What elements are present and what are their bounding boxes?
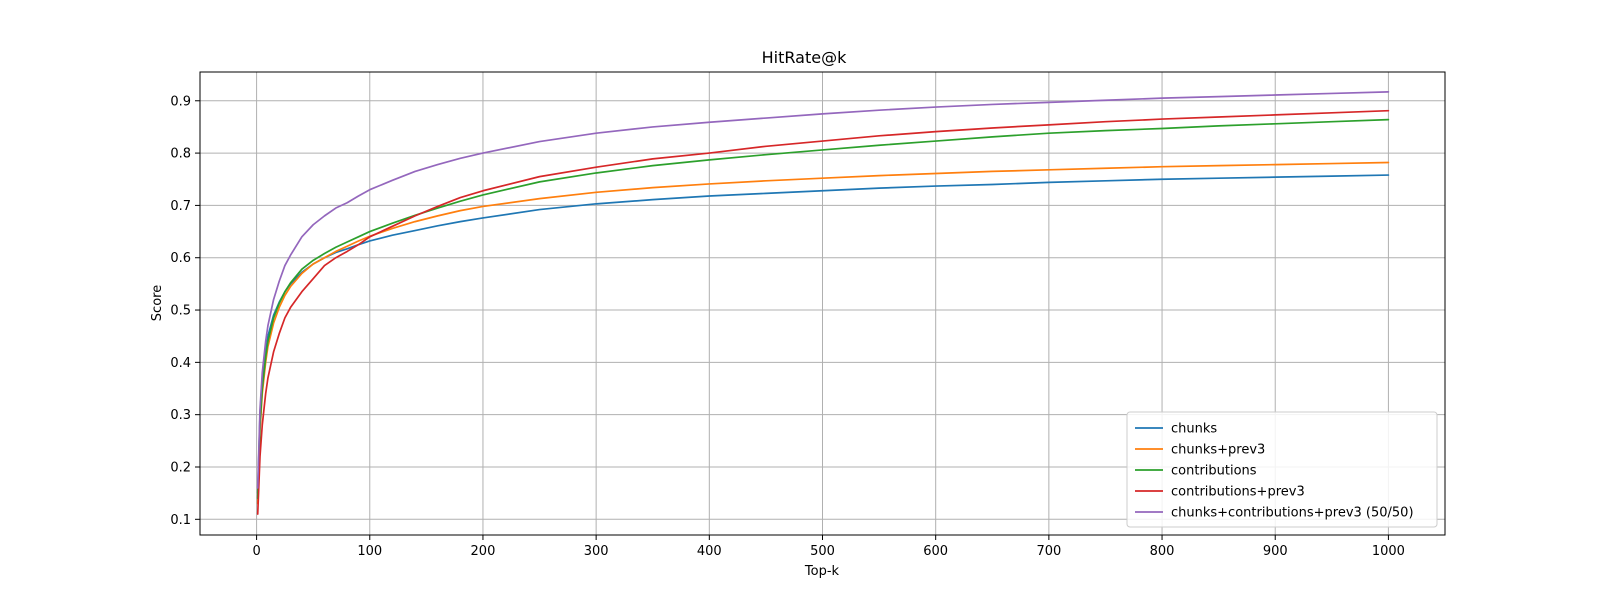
- x-tick-label: 1000: [1372, 544, 1405, 559]
- chart-title: HitRate@k: [762, 48, 847, 67]
- x-tick-label: 100: [357, 544, 382, 559]
- y-axis-title: Score: [150, 285, 165, 321]
- y-tick-label: 0.7: [170, 199, 191, 214]
- x-tick-label: 0: [252, 544, 260, 559]
- axis-ticks: 0 100 200 300 400 500 600 700 800 900 1000 0.1 0.2 0.…: [170, 94, 1405, 559]
- x-tick-label: 600: [923, 544, 948, 559]
- y-tick-label: 0.4: [170, 356, 191, 371]
- x-tick-label: 900: [1263, 544, 1288, 559]
- series-line-4: [256, 91, 1390, 489]
- series-lines: [256, 91, 1390, 515]
- legend-label: contributions+prev3: [1171, 485, 1305, 500]
- y-tick-label: 0.2: [170, 460, 191, 475]
- y-tick-label: 0.3: [170, 408, 191, 423]
- legend-label: chunks+contributions+prev3 (50/50): [1171, 506, 1414, 521]
- series-line-3: [256, 109, 1390, 515]
- legend: chunks chunks+prev3 contributions contribut…: [1126, 411, 1438, 528]
- series-line-1: [256, 161, 1390, 505]
- legend-box: [1126, 411, 1438, 528]
- x-axis-title: Top-k: [804, 564, 840, 579]
- x-tick-label: 500: [810, 544, 835, 559]
- y-tick-label: 0.6: [170, 251, 191, 266]
- x-tick-label: 700: [1036, 544, 1061, 559]
- y-tick-label: 0.1: [170, 513, 191, 528]
- y-tick-label: 0.5: [170, 304, 191, 319]
- x-tick-label: 300: [584, 544, 609, 559]
- series-line-2: [256, 118, 1390, 500]
- legend-label: chunks: [1171, 422, 1217, 437]
- x-tick-label: 800: [1150, 544, 1175, 559]
- y-tick-label: 0.9: [170, 94, 191, 109]
- x-tick-label: 200: [471, 544, 496, 559]
- legend-label: contributions: [1171, 464, 1257, 479]
- legend-label: chunks+prev3: [1171, 443, 1265, 458]
- y-tick-label: 0.8: [170, 147, 191, 162]
- x-tick-label: 400: [697, 544, 722, 559]
